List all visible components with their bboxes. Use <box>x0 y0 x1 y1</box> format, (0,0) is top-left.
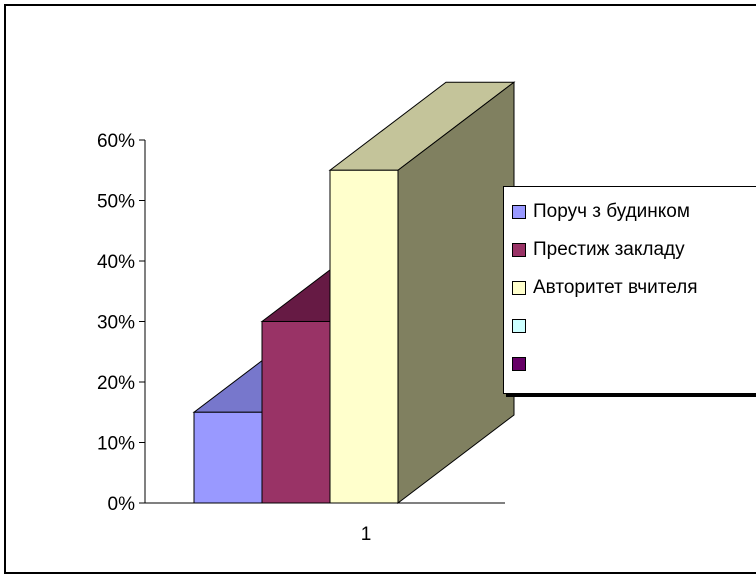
y-tick-label: 0% <box>108 494 136 515</box>
legend-swatch-4 <box>512 319 526 333</box>
legend-item-4 <box>512 311 533 341</box>
y-tick-label: 20% <box>97 373 135 394</box>
bar-3 <box>329 169 399 504</box>
y-tick-label: 40% <box>97 252 135 273</box>
y-tick-label: 10% <box>97 434 135 455</box>
legend-swatch-3 <box>512 281 526 295</box>
bar-1 <box>193 411 263 504</box>
legend-label-2: Престиж закладу <box>533 239 685 260</box>
legend-swatch-2 <box>512 243 526 257</box>
y-tick-label: 30% <box>97 313 135 334</box>
legend-item-1: Поруч з будинком <box>512 197 690 227</box>
legend-item-2: Престиж закладу <box>512 235 685 265</box>
bar-2 <box>261 321 331 504</box>
legend: Поруч з будинком Престиж закладу Авторит… <box>503 186 756 394</box>
legend-item-3: Авторитет вчителя <box>512 273 698 303</box>
legend-item-5 <box>512 349 533 379</box>
legend-label-3: Авторитет вчителя <box>533 277 698 298</box>
legend-swatch-1 <box>512 205 526 219</box>
y-tick-label: 60% <box>97 131 135 152</box>
y-tick-label: 50% <box>97 192 135 213</box>
x-tick-label: 1 <box>361 524 372 545</box>
legend-label-1: Поруч з будинком <box>533 201 690 222</box>
legend-swatch-5 <box>512 357 526 371</box>
